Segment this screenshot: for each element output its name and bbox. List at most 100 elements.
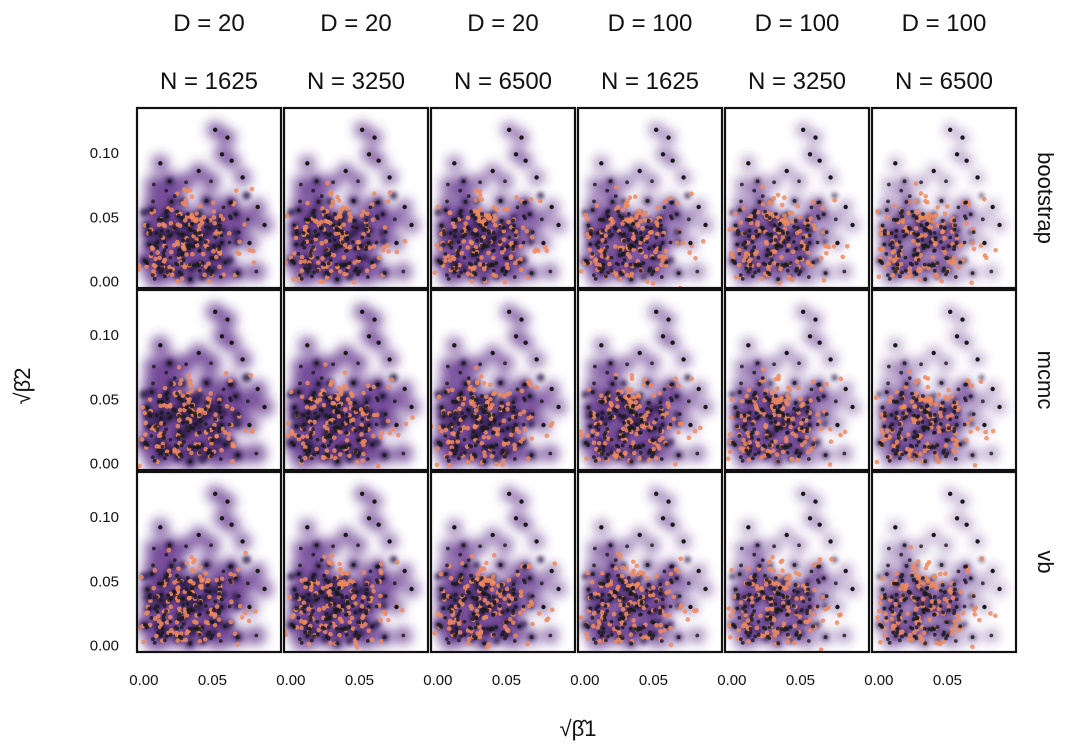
true-point [327, 251, 332, 256]
estimate-point [461, 425, 467, 430]
estimate-point [156, 222, 162, 228]
true-point [481, 408, 486, 413]
true-point [785, 248, 790, 253]
true-point [460, 229, 465, 234]
estimate-point [251, 260, 257, 265]
true-point [394, 422, 399, 428]
true-point [603, 274, 608, 279]
true-point [617, 395, 622, 400]
true-point [601, 266, 606, 271]
true-point [880, 223, 885, 228]
density-core-blob [139, 389, 149, 400]
estimate-point [211, 249, 216, 254]
true-point [490, 168, 495, 174]
true-point [312, 452, 316, 457]
true-point [160, 444, 165, 449]
true-point [204, 224, 208, 229]
true-point [300, 242, 305, 247]
estimate-point [323, 239, 329, 244]
estimate-point [486, 250, 491, 256]
estimate-point [668, 195, 673, 201]
true-point [513, 152, 519, 157]
true-point [621, 251, 626, 256]
estimate-point [982, 196, 987, 202]
estimate-point [615, 404, 620, 409]
true-point [315, 268, 320, 273]
estimate-point [629, 271, 635, 277]
true-point [670, 158, 675, 163]
true-point [606, 214, 611, 219]
true-point [738, 273, 743, 278]
column-header-d-4: D = 100 [608, 10, 693, 37]
true-point [225, 135, 230, 140]
true-point [322, 444, 327, 449]
true-point [439, 223, 444, 228]
true-point [499, 401, 504, 405]
true-point [177, 413, 181, 418]
true-point [650, 361, 654, 366]
true-point [813, 135, 818, 140]
estimate-point [785, 220, 791, 226]
true-point [769, 232, 774, 237]
true-point [460, 411, 465, 416]
true-point [900, 209, 905, 213]
estimate-point [342, 384, 347, 389]
estimate-point [320, 388, 326, 393]
true-point [219, 233, 224, 238]
true-point [323, 435, 328, 440]
true-point [309, 422, 314, 426]
true-point [939, 199, 944, 203]
true-point [511, 227, 516, 232]
true-point [218, 275, 223, 279]
estimate-point [347, 412, 352, 418]
true-points [437, 309, 561, 464]
true-point [456, 274, 461, 279]
true-point [364, 426, 369, 431]
true-point [210, 451, 215, 456]
true-point [469, 444, 474, 449]
estimate-point [935, 205, 940, 210]
true-point [328, 239, 332, 243]
estimate-point [482, 218, 487, 223]
true-point [148, 231, 152, 236]
estimate-point [877, 246, 883, 252]
estimate-point [477, 193, 483, 198]
estimate-point [198, 203, 203, 209]
estimate-point [304, 404, 310, 410]
true-point [200, 443, 205, 448]
true-point [768, 251, 773, 256]
true-point [589, 231, 593, 236]
estimate-point [482, 453, 488, 459]
estimate-point [465, 245, 471, 250]
true-point [919, 223, 924, 228]
true-point [158, 343, 163, 348]
true-point [677, 230, 682, 235]
estimate-point [296, 277, 301, 282]
density-core-blob [581, 391, 589, 398]
true-point [670, 382, 675, 387]
true-point [503, 438, 508, 442]
true-point [941, 246, 946, 251]
true-point [145, 405, 150, 410]
true-point [626, 238, 631, 242]
estimate-point [491, 272, 496, 278]
panel-frame [135, 288, 283, 472]
true-point [482, 459, 487, 464]
estimate-point [299, 394, 305, 400]
estimate-point [230, 441, 235, 446]
true-point [309, 435, 313, 440]
true-point [629, 243, 634, 248]
estimate-point [910, 238, 916, 244]
true-point [891, 217, 896, 222]
true-point [445, 381, 449, 386]
estimate-point [489, 453, 495, 459]
true-point [154, 413, 159, 418]
estimate-point [175, 423, 181, 429]
true-point [670, 200, 675, 205]
true-point [445, 199, 449, 204]
true-point [497, 422, 502, 426]
true-point [311, 370, 316, 375]
true-point [481, 444, 486, 449]
true-point [144, 259, 149, 264]
estimate-point [780, 235, 786, 240]
